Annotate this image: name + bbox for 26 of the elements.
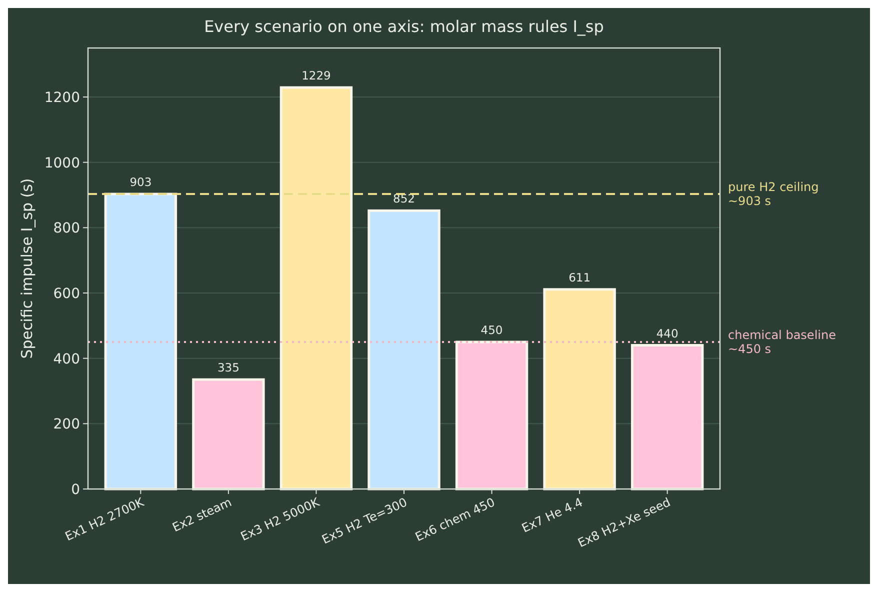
data-label: 611 — [568, 270, 591, 284]
y-tick-label: 0 — [71, 482, 80, 498]
bar — [455, 340, 528, 490]
bar — [543, 288, 616, 490]
y-tick-label: 200 — [53, 416, 80, 433]
bar — [630, 344, 704, 490]
data-label: 450 — [480, 323, 503, 337]
bar — [280, 86, 353, 490]
data-label: 1229 — [302, 68, 331, 83]
x-tick-label: Ex6 chem 450 — [413, 495, 498, 544]
x-tick-label: Ex7 He 4.4 — [520, 495, 585, 536]
bar — [192, 378, 265, 490]
data-label: 335 — [217, 360, 240, 375]
ref-line-label: pure H2 ceiling ~903 s — [728, 180, 819, 208]
ref-line-label: chemical baseline ~450 s — [728, 328, 836, 356]
bar — [104, 192, 178, 490]
y-tick-label: 800 — [53, 220, 80, 237]
y-tick-label: 400 — [53, 351, 80, 368]
bar — [368, 209, 440, 490]
y-tick-label: 1000 — [44, 155, 80, 172]
y-axis-title: Specific impulse I_sp (s) — [18, 178, 36, 359]
chart-title: Every scenario on one axis: molar mass rules I_sp — [204, 17, 604, 36]
y-tick-label: 1200 — [44, 90, 80, 106]
data-label: 903 — [130, 175, 152, 190]
y-tick-label: 600 — [53, 286, 80, 302]
data-label: 440 — [656, 326, 678, 340]
